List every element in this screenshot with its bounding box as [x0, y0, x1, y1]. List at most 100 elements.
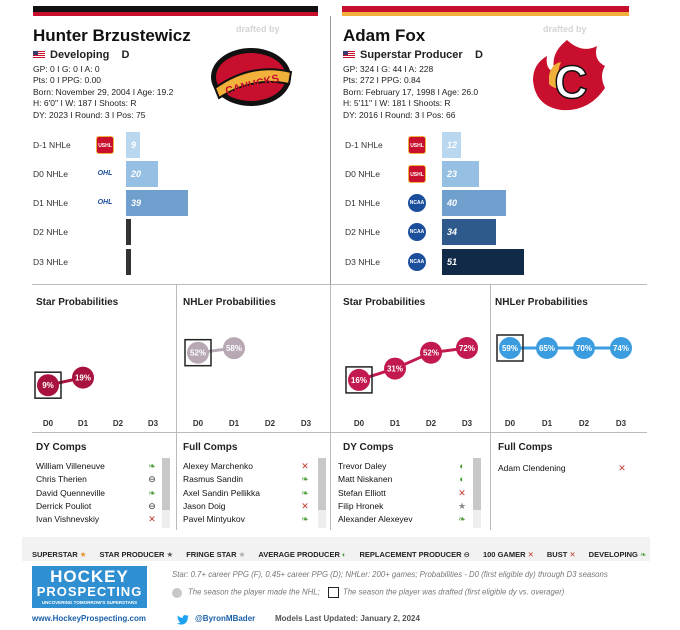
x-icon: ✕: [458, 487, 466, 498]
hockey-prospecting-logo[interactable]: HOCKEY PROSPECTING UNCOVERING TOMORROW'S…: [32, 566, 147, 608]
left-status-label: Developing: [50, 49, 110, 61]
leaf-icon: ❧: [458, 514, 466, 525]
legend-item: SUPERSTAR ★: [32, 550, 87, 559]
comp-row[interactable]: Matt Niskanen ◐: [338, 473, 468, 486]
half-circle-icon: ◐: [459, 461, 465, 471]
probability-charts: 9% 19% D0 D1 D2 D3 52% 58% D0 D1 D2 D3 16% 31% 52% 72% D…: [34, 334, 632, 428]
legend-bar: [22, 537, 650, 561]
comp-row[interactable]: Stefan Elliott ✕: [338, 487, 468, 500]
right-stat-line: DY: 2016 I Round: 3 I Pos: 66: [343, 109, 456, 120]
left-dy-comps-list[interactable]: William Villeneuve ❧ Chris Therien ⊖ David Q…: [36, 460, 158, 526]
right-stat-line: H: 5'11'' I W: 181 I Shoots: R: [343, 98, 451, 109]
comp-row[interactable]: Axel Sandin Pellikka ❧: [183, 487, 311, 500]
comp-row[interactable]: Filip Hronek ★: [338, 500, 468, 513]
center-divider: [330, 16, 331, 284]
prob-label: 59%: [502, 344, 518, 353]
twitter-icon: [177, 612, 189, 625]
comp-player-name: David Quenneville: [36, 487, 105, 498]
nhle-bar: 51: [442, 249, 524, 275]
axis-tick-label: D0: [43, 419, 54, 428]
left-full-comps-list[interactable]: Alexey Marchenko ✕ Rasmus Sandin ❧ Axel Sand…: [183, 460, 311, 526]
right-star-title: Star Probabilities: [343, 297, 426, 308]
logo-tag: UNCOVERING TOMORROW'S SUPERSTARS: [41, 600, 138, 605]
comp-row[interactable]: Derrick Pouliot ⊖: [36, 500, 158, 513]
axis-tick-label: D3: [462, 419, 473, 428]
leaf-icon: ❧: [148, 487, 156, 498]
left-full-scrollbar[interactable]: [318, 458, 326, 528]
right-full-comps-list[interactable]: Adam Clendening ✕: [498, 462, 628, 475]
comp-row[interactable]: Alexey Marchenko ✕: [183, 460, 311, 473]
comp-row[interactable]: Adam Clendening ✕: [498, 462, 628, 475]
x-icon: ✕: [301, 500, 309, 511]
axis-tick-label: D3: [301, 419, 312, 428]
website-link[interactable]: www.HockeyProspecting.com: [32, 614, 146, 623]
axis-tick-label: D1: [229, 419, 240, 428]
x-icon: ✕: [148, 514, 156, 525]
axis-tick-label: D1: [542, 419, 553, 428]
ncaa-league-icon: NCAA: [408, 194, 426, 212]
comp-row[interactable]: Rasmus Sandin ❧: [183, 473, 311, 486]
prob-label: 70%: [576, 344, 592, 353]
prob-label: 16%: [351, 376, 367, 385]
divider-probabilities: [32, 284, 647, 285]
comp-row[interactable]: Jason Doig ✕: [183, 500, 311, 513]
left-player-name: Hunter Brzustewicz: [33, 26, 191, 45]
comp-row[interactable]: Pavel Mintyukov ❧: [183, 513, 311, 526]
right-dy-scrollbar[interactable]: [473, 458, 481, 528]
comp-player-name: William Villeneuve: [36, 461, 105, 471]
nhle-row-label: D0 NHLe: [33, 169, 68, 179]
prob-point: [223, 337, 245, 360]
axis-tick-label: D1: [390, 419, 401, 428]
ncaa-league-icon: NCAA: [408, 223, 426, 241]
axis-tick-label: D2: [265, 419, 276, 428]
left-star-title: Star Probabilities: [36, 297, 119, 308]
legend-item: REPLACEMENT PRODUCER ⊖: [359, 550, 469, 559]
comp-row[interactable]: Alexander Alexeyev ❧: [338, 513, 468, 526]
prob-label: 31%: [387, 365, 403, 374]
note-drafted-season: The season the player was drafted (first…: [342, 587, 565, 597]
prob-point: [536, 337, 558, 359]
drafted-season-box: [184, 338, 212, 367]
axis-tick-label: D2: [579, 419, 590, 428]
right-dy-comps-list[interactable]: Trevor Daley ◐ Matt Niskanen ◐ Stefan Elliot…: [338, 460, 468, 526]
logo-line2: PROSPECTING: [36, 584, 143, 599]
comp-row[interactable]: William Villeneuve ❧: [36, 460, 158, 473]
axis-tick-label: D3: [616, 419, 627, 428]
models-updated: Models Last Updated: January 2, 2024: [275, 614, 420, 623]
left-stat-line: GP: 0 I G: 0 I A: 0: [33, 64, 100, 74]
nhle-row-label: D0 NHLe: [345, 169, 380, 179]
comp-row[interactable]: Trevor Daley ◐: [338, 460, 468, 473]
legend-label: BUST: [546, 550, 570, 559]
left-stat-line: H: 6'0'' I W: 187 I Shoots: R: [33, 98, 137, 109]
leaf-icon: ❧: [301, 487, 309, 498]
left-dy-scrollbar[interactable]: [162, 458, 170, 528]
right-stats: GP: 324 I G: 44 I A: 228 Pts: 272 I PPG:…: [343, 64, 478, 121]
divider: [330, 285, 331, 530]
nhle-bar: 20: [126, 161, 158, 187]
comp-row[interactable]: Chris Therien ⊖: [36, 473, 158, 486]
axis-tick-label: D0: [505, 419, 516, 428]
comp-player-name: Trevor Daley: [338, 461, 387, 471]
ushl-league-icon: USHL: [408, 165, 426, 183]
usa-flag-icon: [343, 51, 355, 60]
nhle-row-label: D3 NHLe: [345, 257, 380, 267]
nhle-row-label: D-1 NHLe: [33, 140, 71, 150]
nhle-bar: 23: [442, 161, 479, 187]
ncaa-league-icon: NCAA: [408, 253, 426, 271]
comp-row[interactable]: David Quenneville ❧: [36, 487, 158, 500]
prob-point: [456, 337, 478, 359]
comp-player-name: Derrick Pouliot: [36, 500, 92, 511]
legend-item: BUST ✕: [547, 550, 576, 559]
comp-player-name: Rasmus Sandin: [183, 474, 244, 485]
legend-label: REPLACEMENT PRODUCER: [359, 550, 464, 559]
left-position: D: [121, 49, 130, 61]
canucks-logo-icon: CANUCKS: [211, 48, 293, 106]
twitter-handle[interactable]: @ByronMBader: [195, 614, 256, 623]
nhl-season-marker-icon: [172, 587, 182, 598]
nhle-bar: 40: [442, 190, 506, 216]
nhle-bar: [126, 219, 131, 245]
star-icon: ★: [238, 550, 246, 559]
comp-row[interactable]: Ivan Vishnevskiy ✕: [36, 513, 158, 526]
nhle-row-label: D1 NHLe: [33, 198, 68, 208]
legend-label: DEVELOPING: [588, 550, 640, 559]
